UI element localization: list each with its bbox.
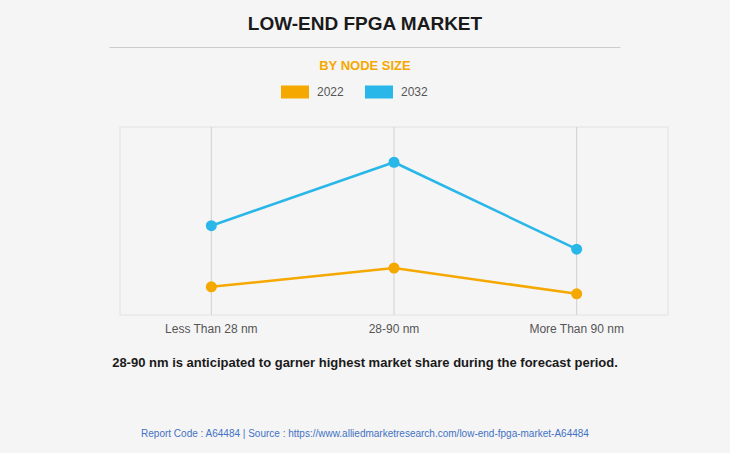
legend-swatch — [365, 86, 393, 99]
point — [389, 263, 400, 274]
x-axis: Less Than 28 nm 28-90 nm More Than 90 nm — [165, 322, 624, 336]
legend-label: 2022 — [317, 85, 344, 99]
point — [206, 281, 217, 292]
legend: 2022 2032 — [281, 85, 428, 99]
legend-label: 2032 — [401, 85, 428, 99]
point — [389, 157, 400, 168]
background — [0, 0, 730, 453]
series — [206, 263, 582, 300]
point — [571, 244, 582, 255]
grid-line — [394, 127, 395, 315]
series — [206, 157, 582, 255]
chart: LOW-END FPGA MARKET BY NODE SIZE 2022 2032 L… — [0, 0, 730, 453]
footer: Report Code : A64484 | Source : https://… — [141, 428, 589, 439]
x-tick-label: Less Than 28 nm — [165, 322, 258, 336]
annotation: 28-90 nm is anticipated to garner highes… — [112, 355, 618, 370]
title-rule — [110, 47, 621, 48]
plot-frame — [120, 127, 668, 315]
subtitle: BY NODE SIZE — [319, 58, 411, 73]
point — [206, 220, 217, 231]
grid — [211, 127, 576, 315]
x-tick-label: 28-90 nm — [369, 322, 420, 336]
title: LOW-END FPGA MARKET — [248, 13, 483, 34]
plot-area — [206, 157, 582, 300]
point — [571, 288, 582, 299]
series-line — [211, 162, 576, 249]
x-tick-label: More Than 90 nm — [529, 322, 624, 336]
grid-line — [576, 127, 577, 315]
legend-swatch — [281, 86, 309, 99]
